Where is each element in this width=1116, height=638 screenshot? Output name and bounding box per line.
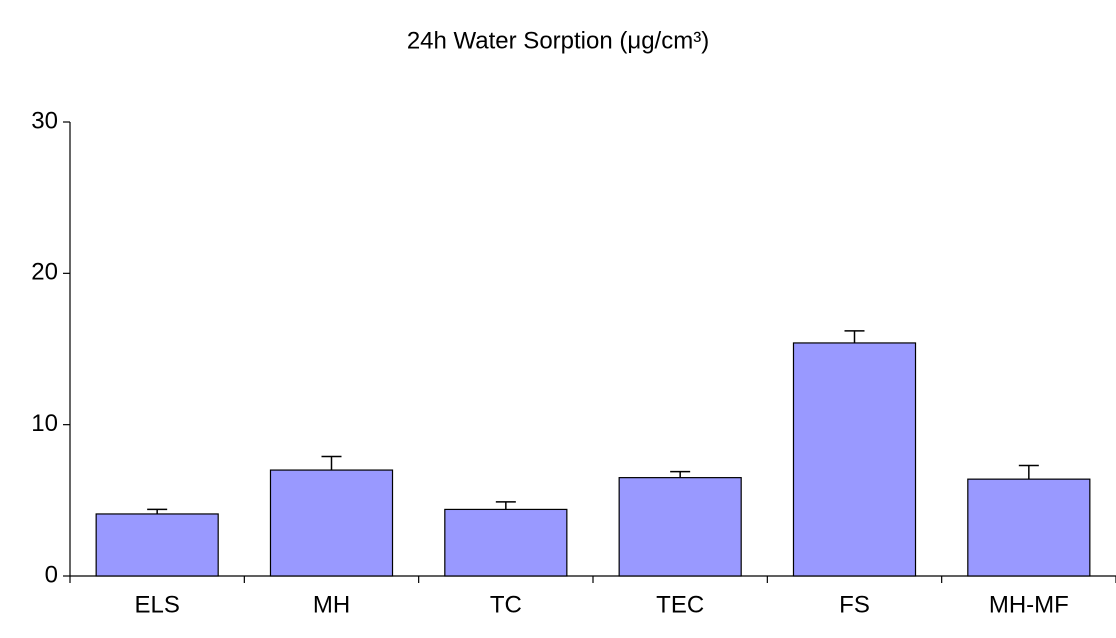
error-bar [1018, 464, 1039, 480]
error-bar [495, 501, 516, 510]
error-bar [670, 470, 691, 478]
error-bar [147, 508, 168, 514]
y-tick-label: 10 [31, 410, 58, 437]
y-tick-label: 30 [31, 107, 58, 134]
x-tick-label: FS [839, 591, 870, 618]
bar [95, 513, 219, 577]
error-bar [321, 455, 342, 471]
x-tick-label: MH [313, 591, 350, 618]
bar [444, 508, 568, 577]
bar [618, 477, 742, 577]
chart-title: 24h Water Sorption (μg/cm³) [407, 27, 709, 54]
bar [269, 469, 394, 577]
y-tick-label: 0 [45, 561, 58, 588]
error-bar [844, 330, 865, 343]
x-tick-label: TEC [656, 591, 704, 618]
bar [967, 478, 1091, 577]
x-tick-label: MH-MF [989, 591, 1069, 618]
x-tick-label: TC [490, 591, 522, 618]
y-tick-label: 20 [31, 259, 58, 286]
x-tick-label: ELS [134, 591, 179, 618]
bar [792, 342, 917, 577]
